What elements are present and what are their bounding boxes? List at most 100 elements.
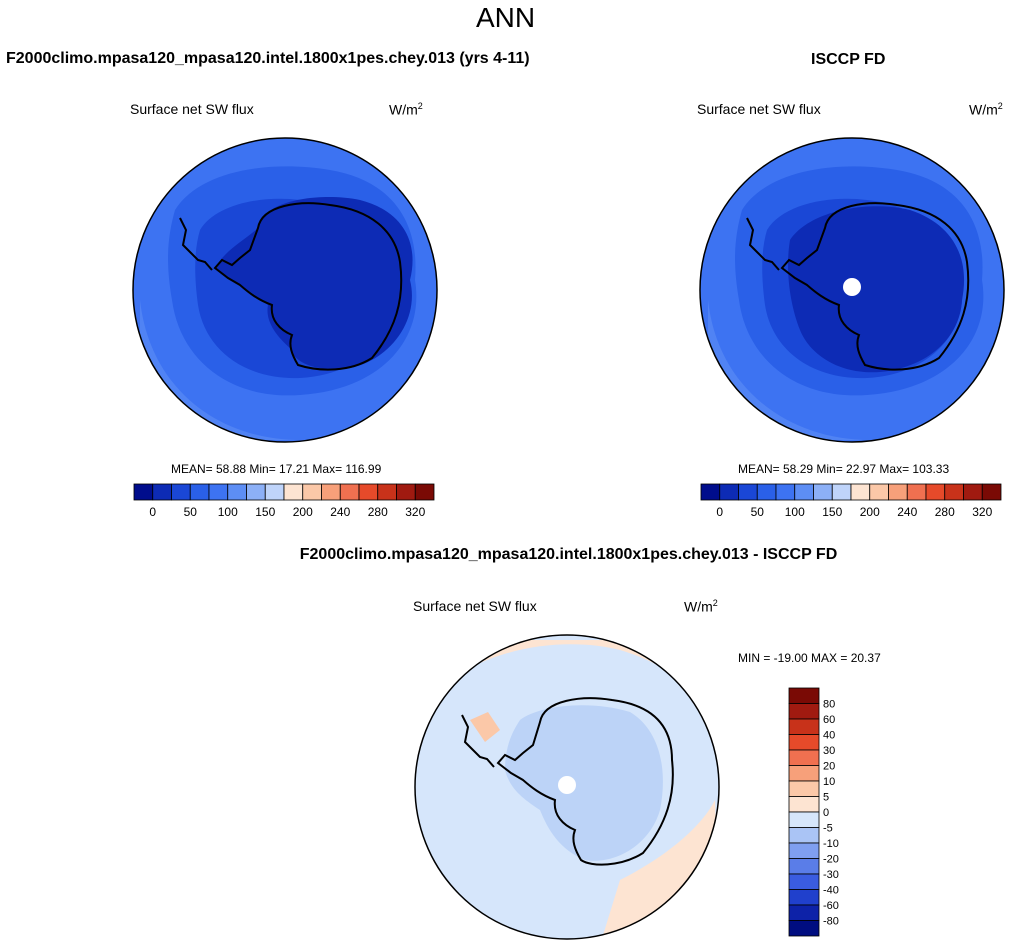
colorbar-tick-label: 320 bbox=[405, 505, 425, 519]
colorbar-swatch bbox=[788, 811, 820, 828]
colorbar-3: 80 60 40 30 20 10 5 0 -5 -10 -20 -30 -40 -60 -80 bbox=[788, 687, 839, 937]
colorbar-swatch bbox=[208, 483, 229, 501]
panel-3-units: W/m2 bbox=[684, 598, 718, 615]
colorbar-tick-label: 80 bbox=[823, 699, 835, 711]
colorbar-swatch bbox=[944, 483, 964, 501]
antarctica-coastline bbox=[496, 697, 674, 866]
colorbar-swatch bbox=[302, 483, 322, 501]
colorbar-swatch bbox=[888, 483, 908, 501]
colorbar-swatch bbox=[788, 842, 820, 859]
colorbar-swatch bbox=[981, 483, 1002, 501]
panel-3-heading: F2000climo.mpasa120_mpasa120.intel.1800x… bbox=[299, 546, 838, 563]
missing-data-pole bbox=[558, 776, 576, 794]
colorbar-tick-label: -5 bbox=[823, 823, 833, 835]
colorbar-swatch bbox=[788, 796, 820, 813]
colorbar-tick-label: 150 bbox=[822, 505, 842, 519]
map-1-border bbox=[132, 137, 438, 443]
antarctica-coastline bbox=[780, 202, 970, 371]
colorbar-swatch bbox=[906, 483, 927, 501]
diff-negative-interior bbox=[505, 705, 663, 861]
colorbar-tick-label: 240 bbox=[330, 505, 350, 519]
colorbar-swatch bbox=[963, 483, 983, 501]
colorbar-swatch bbox=[339, 483, 360, 501]
colorbar-swatch bbox=[831, 483, 852, 501]
colorbar-swatch bbox=[788, 718, 820, 735]
colorbar-swatch bbox=[189, 483, 210, 501]
colorbar-tick-label: 280 bbox=[368, 505, 388, 519]
colorbar-2: 0 50 100 150 200 240 280 320 bbox=[700, 483, 1002, 519]
peninsula-coastline bbox=[461, 714, 495, 768]
map-panel-3 bbox=[415, 635, 719, 939]
map-3-border bbox=[414, 634, 720, 940]
colorbar-tick-label: 50 bbox=[751, 505, 765, 519]
colorbar-swatch bbox=[788, 780, 820, 797]
colorbar-tick-label: 200 bbox=[860, 505, 880, 519]
diff-positive-patch bbox=[470, 712, 500, 742]
antarctica-coastline bbox=[213, 202, 403, 371]
colorbar-tick-label: 320 bbox=[972, 505, 992, 519]
colorbar-tick-label: 50 bbox=[184, 505, 198, 519]
colorbar-tick-label: 280 bbox=[935, 505, 955, 519]
peninsula-coastline bbox=[179, 217, 213, 271]
missing-data-pole bbox=[843, 278, 861, 296]
colorbar-tick-label: 0 bbox=[716, 505, 723, 519]
colorbar-swatch bbox=[133, 483, 154, 501]
colorbar-swatch bbox=[719, 483, 739, 501]
panel-1-units: W/m2 bbox=[389, 101, 423, 118]
colorbar-tick-label: 0 bbox=[823, 807, 829, 819]
colorbar-swatch bbox=[788, 858, 820, 875]
colorbar-tick-label: 150 bbox=[255, 505, 275, 519]
field-band-core bbox=[215, 197, 413, 370]
colorbar-tick-label: -10 bbox=[823, 838, 839, 850]
colorbar-tick-label: 0 bbox=[149, 505, 156, 519]
colorbar-1: 0 50 100 150 200 240 280 320 bbox=[133, 483, 435, 519]
colorbar-swatch bbox=[283, 483, 304, 501]
colorbar-swatch bbox=[756, 483, 777, 501]
colorbar-tick-label: 100 bbox=[218, 505, 238, 519]
colorbar-tick-label: -30 bbox=[823, 869, 839, 881]
colorbar-swatch bbox=[227, 483, 247, 501]
colorbar-swatch bbox=[788, 687, 820, 704]
colorbar-swatch bbox=[377, 483, 397, 501]
colorbar-swatch bbox=[700, 483, 721, 501]
colorbar-swatch bbox=[171, 483, 191, 501]
colorbar-swatch bbox=[813, 483, 833, 501]
colorbar-swatch bbox=[788, 734, 820, 751]
panel-1-heading: F2000climo.mpasa120_mpasa120.intel.1800x… bbox=[6, 50, 530, 67]
colorbar-tick-label: 200 bbox=[293, 505, 313, 519]
colorbar-swatch bbox=[321, 483, 341, 501]
colorbar-swatch bbox=[738, 483, 758, 501]
colorbar-swatch bbox=[788, 765, 820, 782]
colorbar-tick-label: -60 bbox=[823, 900, 839, 912]
panel-1-stats: MEAN= 58.88 Min= 17.21 Max= 116.99 bbox=[171, 462, 382, 476]
colorbar-tick-label: -20 bbox=[823, 854, 839, 866]
colorbar-swatch bbox=[152, 483, 172, 501]
colorbar-swatch bbox=[794, 483, 814, 501]
colorbar-tick-label: 60 bbox=[823, 714, 835, 726]
colorbar-tick-label: -40 bbox=[823, 885, 839, 897]
panel-2-variable: Surface net SW flux bbox=[697, 101, 821, 117]
colorbar-swatch bbox=[358, 483, 379, 501]
colorbar-swatch bbox=[788, 703, 820, 720]
colorbar-swatch bbox=[925, 483, 946, 501]
colorbar-swatch bbox=[396, 483, 416, 501]
panel-3-variable: Surface net SW flux bbox=[413, 598, 537, 614]
map-2-border bbox=[699, 137, 1005, 443]
figure-title: ANN bbox=[475, 2, 536, 33]
colorbar-tick-label: -80 bbox=[823, 916, 839, 928]
colorbar-tick-label: 240 bbox=[897, 505, 917, 519]
colorbar-swatch bbox=[788, 904, 820, 921]
colorbar-tick-label: 10 bbox=[823, 776, 835, 788]
peninsula-coastline bbox=[746, 217, 780, 271]
colorbar-swatch bbox=[788, 920, 820, 937]
colorbar-swatch bbox=[775, 483, 796, 501]
colorbar-swatch bbox=[788, 827, 820, 844]
colorbar-tick-label: 20 bbox=[823, 761, 835, 773]
panel-3-stats: MIN = -19.00 MAX = 20.37 bbox=[738, 651, 881, 665]
colorbar-swatch bbox=[246, 483, 266, 501]
panel-2-stats: MEAN= 58.29 Min= 22.97 Max= 103.33 bbox=[738, 462, 950, 476]
colorbar-tick-label: 30 bbox=[823, 745, 835, 757]
colorbar-swatch bbox=[869, 483, 889, 501]
colorbar-swatch bbox=[788, 749, 820, 766]
